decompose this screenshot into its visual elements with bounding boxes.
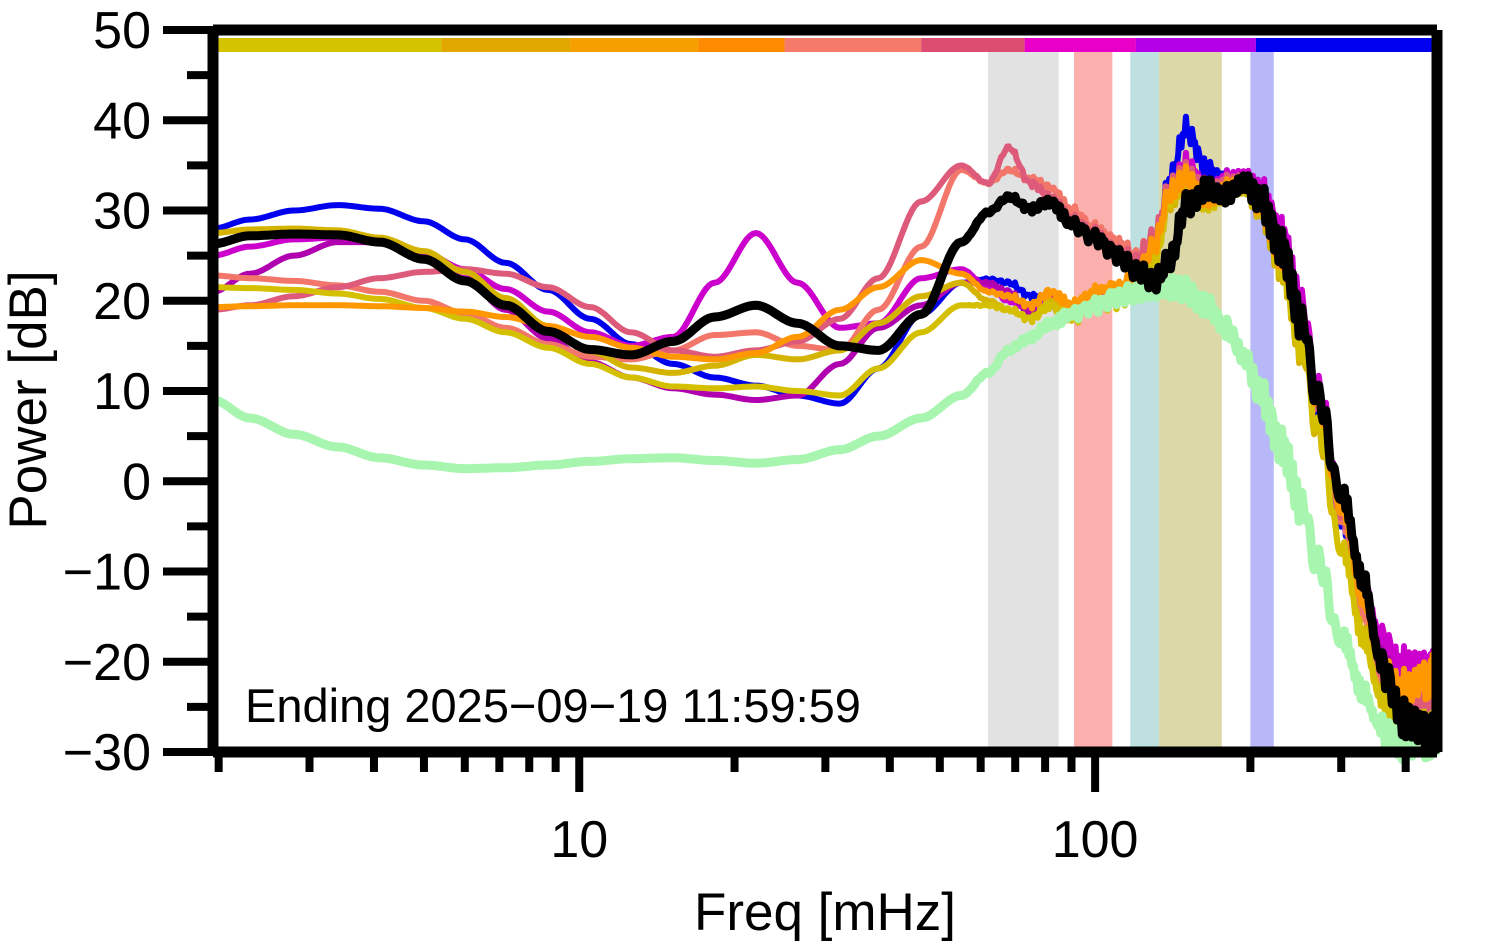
color-bar-segment-8 [1255,38,1437,52]
band-pink [1073,48,1113,752]
station-color-bar [213,38,1437,52]
y-tick-label: 50 [93,2,151,60]
spectra-curves-group [208,113,1442,764]
y-axis-label: Power [dB] [0,270,58,529]
y-tick-label: −30 [63,724,151,782]
x-tick-label: 10 [550,811,608,869]
band-khaki [1158,48,1222,752]
band-gray [988,48,1059,752]
color-bar-segment-0 [213,38,442,52]
y-tick-label: −20 [63,634,151,692]
y-tick-label: 20 [93,273,151,331]
x-tick-label: 100 [1052,811,1139,869]
ending-timestamp-annotation: Ending 2025−09−19 11:59:59 [245,679,861,732]
y-tick-label: 40 [93,92,151,150]
y-tick-label: 30 [93,183,151,241]
color-bar-segment-7 [1135,38,1256,52]
color-bar-segment-4 [784,38,922,52]
color-bar-segment-3 [698,38,785,52]
highlight-bands-group [988,48,1274,752]
series-mean [208,171,1442,758]
series-noise-floor [208,272,1442,764]
axis-tick-labels-group: 10 100 −30 −20 −10 0 10 20 30 40 50 [63,2,1139,869]
y-tick-label: −10 [63,544,151,602]
axis-ticks-group [163,26,1410,792]
y-tick-label: 10 [93,363,151,421]
color-bar-segment-1 [441,38,571,52]
color-bar-segment-5 [921,38,1025,52]
band-teal [1130,48,1159,752]
color-bar-segment-2 [570,38,699,52]
x-axis-label: Freq [mHz] [694,883,956,942]
color-bar-segment-6 [1024,38,1136,52]
y-tick-label: 0 [122,453,151,511]
